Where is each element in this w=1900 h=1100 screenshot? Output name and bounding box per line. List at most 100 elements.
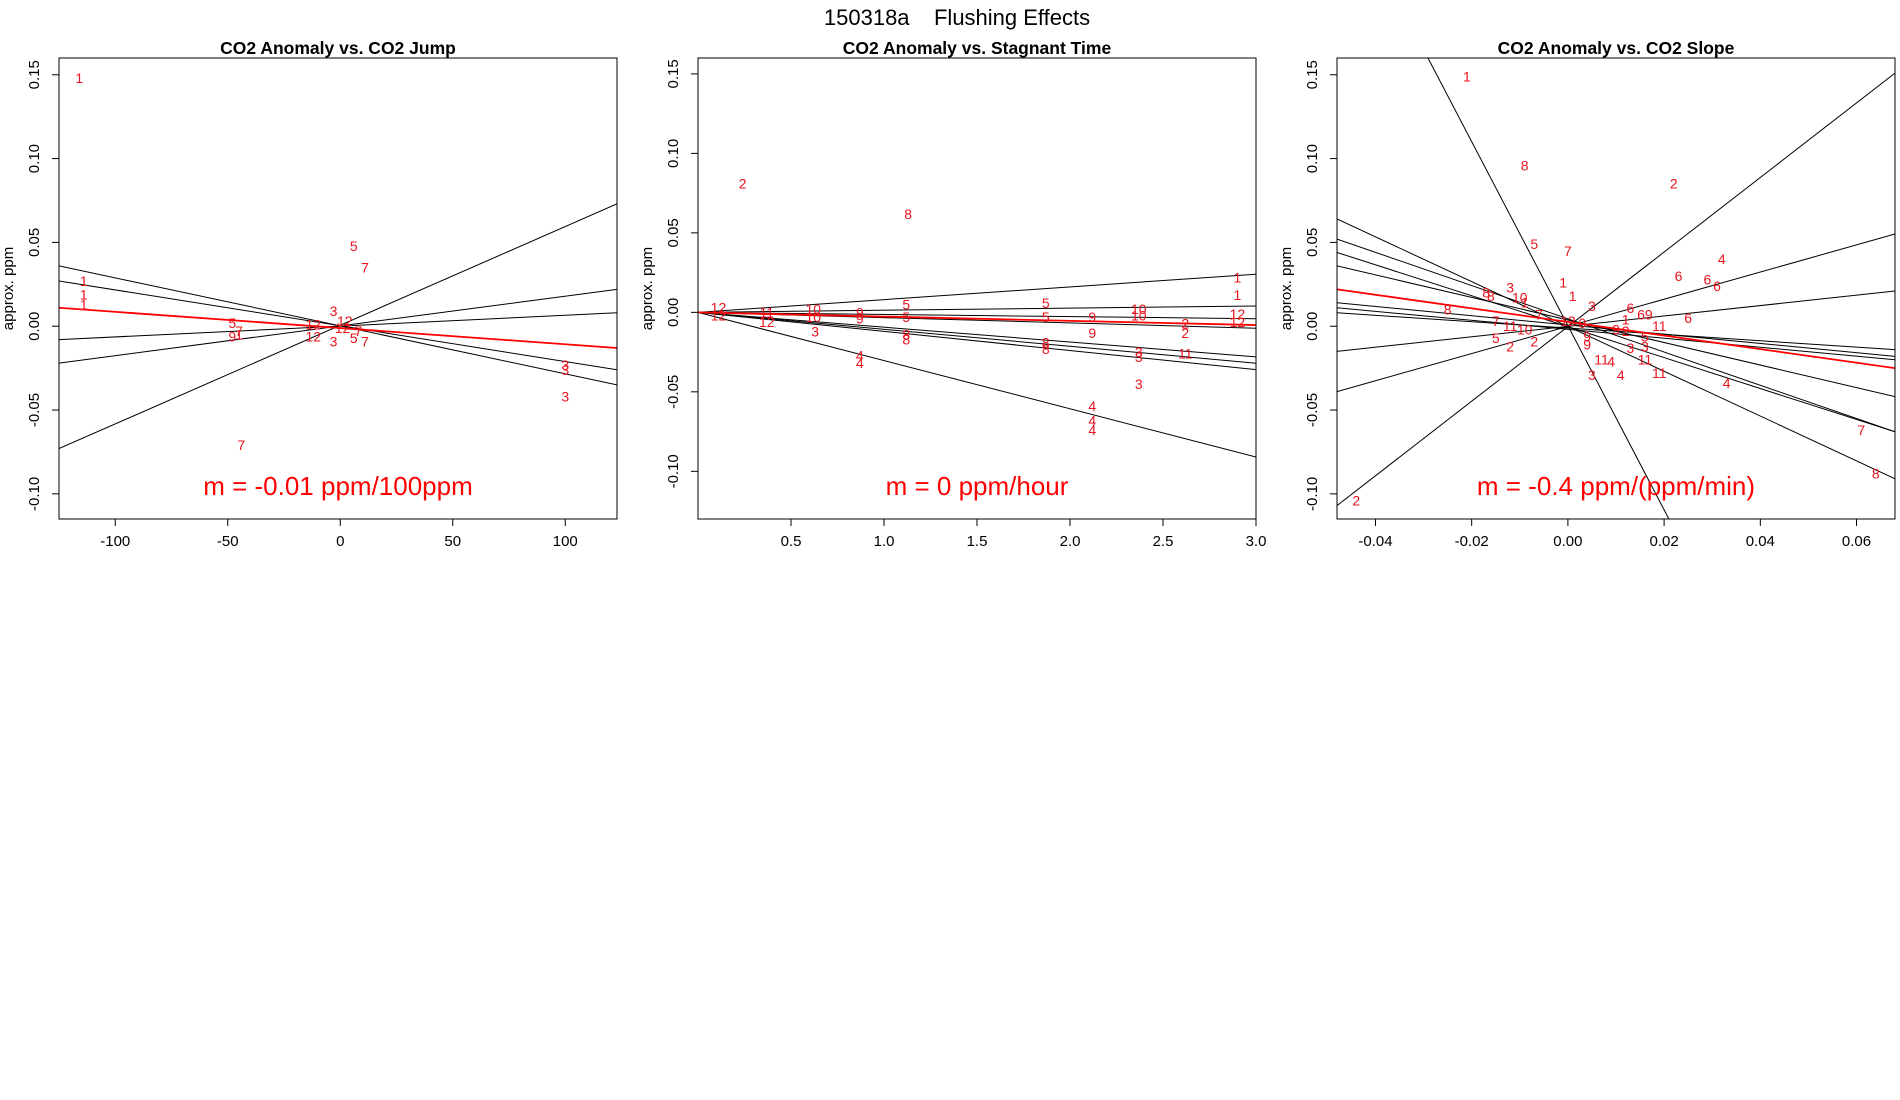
panel-1-data-point: 12	[337, 313, 353, 329]
panel-2-data-point: 8	[902, 331, 910, 347]
panel-1-xtick-label: 0	[336, 533, 344, 550]
panel-3-ytick-label: 0.05	[1304, 228, 1321, 257]
panel-3-ytick-label: 0.10	[1304, 144, 1321, 173]
panel-3-data-point: 1	[1569, 288, 1577, 304]
panel-1-data-point: 3	[561, 357, 569, 373]
panel-3-title: CO2 Anomaly vs. CO2 Slope	[1498, 38, 1735, 58]
panel-2-data-point: 3	[1135, 344, 1143, 360]
panel-2-data-point: 2	[1181, 325, 1189, 341]
figure-supertitle: 150318a Flushing Effects	[824, 5, 1090, 30]
panel-1-data-point: 3	[330, 333, 338, 349]
panel-2-data-point: 3	[1135, 349, 1143, 365]
panel-3-data-point: 7	[1492, 313, 1500, 329]
panel-3-xtick-label: 0.04	[1746, 533, 1775, 550]
panel-2-ytick-label: -0.05	[665, 375, 682, 409]
panel-2-slope-label: m = 0 ppm/hour	[886, 471, 1069, 501]
panel-3-data-point: 7	[1564, 243, 1572, 259]
panel-3-data-point: 8	[1487, 288, 1495, 304]
panel-1-data-point: 7	[237, 437, 245, 453]
panel-3-data-point: 10	[1512, 290, 1528, 306]
panel-1-data-point: 5	[350, 330, 358, 346]
panel-2-data-point: 8	[904, 206, 912, 222]
panel-1-ytick-label: 0.10	[26, 144, 43, 173]
panel-2-data-point: 4	[1088, 422, 1096, 438]
panel-2-data-point: 5	[902, 309, 910, 325]
panel-2-data-point: 1	[1234, 269, 1242, 285]
panel-3-data-point: 3	[1588, 298, 1596, 314]
panel-1-xtick-label: 100	[553, 533, 578, 550]
panel-3-data-point: 9	[1583, 328, 1591, 344]
panel-2-xtick-label: 3.0	[1246, 533, 1267, 550]
panel-2-fit-line	[698, 311, 1256, 364]
panel-1-ytick-label: 0.15	[26, 60, 43, 89]
panel-3-ytick-label: 0.15	[1304, 60, 1321, 89]
panel-2-data-point: 2	[1181, 315, 1189, 331]
panel-2-xtick-label: 1.0	[874, 533, 895, 550]
panel-2-data-point: 9	[1088, 325, 1096, 341]
panel-3: CO2 Anomaly vs. CO2 Slope approx. ppm -0.0…	[1278, 38, 1896, 550]
panel-3-data-point: 8	[1872, 466, 1880, 482]
panel-3-data-point: 11	[1503, 318, 1518, 334]
panel-3-data-point: 4	[1718, 251, 1726, 267]
panel-3-data-point: 3	[1506, 280, 1514, 296]
panel-3-data-point: 10	[1517, 322, 1533, 338]
panel-1-xtick-label: -100	[100, 533, 130, 550]
panel-3-data-point: 1	[1521, 295, 1529, 311]
panel-1-slope-label: m = -0.01 ppm/100ppm	[203, 471, 473, 501]
panel-3-data-point: 8	[1444, 301, 1452, 317]
panel-1-title: CO2 Anomaly vs. CO2 Jump	[220, 38, 456, 58]
panel-1-data-point: 5	[228, 315, 236, 331]
panel-1-data-point: 7	[361, 333, 369, 349]
panel-2-data-point: 5	[1042, 309, 1050, 325]
panel-2-fit-line	[698, 311, 1256, 371]
panel-2-ytick-label: 0.10	[665, 139, 682, 168]
panel-2-ytick-label: -0.10	[665, 454, 682, 488]
panel-3-data-point: 4	[1607, 353, 1615, 369]
panel-3-data-point: 5	[1530, 236, 1538, 252]
panel-2-data-point: 12	[1230, 314, 1246, 330]
panel-1-frame	[58, 57, 618, 520]
panel-2-xtick-label: 1.5	[967, 533, 988, 550]
panel-2-data-point: 10	[806, 301, 822, 317]
panel-2-data-point: 8	[1042, 335, 1050, 351]
panel-3-data-point: 2	[1352, 493, 1360, 509]
panel-3-xtick-label: 0.00	[1553, 533, 1582, 550]
panel-2-data-point: 10	[1131, 301, 1147, 317]
panel-1-data-point: 3	[561, 362, 569, 378]
panel-3-frame	[1336, 57, 1896, 520]
panel-3-data-point: 11	[1652, 365, 1667, 381]
panel-2-data-point: 10	[806, 309, 822, 325]
panel-1: CO2 Anomaly vs. CO2 Jump approx. ppm -100 -…	[0, 38, 618, 550]
panel-2-ytick-label: 0.05	[665, 218, 682, 247]
panel-2-data-point: 10	[1131, 308, 1147, 324]
panel-2-xtick-label: 2.0	[1060, 533, 1081, 550]
panel-2-ylabel: approx. ppm	[639, 247, 656, 330]
panel-3-data-point: 0	[1578, 315, 1586, 331]
panel-1-data-point: 12	[305, 328, 321, 344]
panel-2-data-point: 12	[759, 314, 775, 330]
panel-2-data-point: 11	[1178, 346, 1193, 362]
panel-3-fit-line	[1337, 72, 1895, 506]
panel-3-data-point: 69	[1637, 306, 1653, 322]
panel-3-data-point: 3	[1627, 340, 1635, 356]
panel-3-ytick-label: -0.10	[1304, 477, 1321, 511]
panel-3-data-point: 1	[1622, 312, 1630, 328]
panel-1-data-point: 1	[235, 327, 243, 343]
panel-1-data-point: 9	[228, 328, 236, 344]
panel-2-fit-line	[698, 311, 1256, 320]
panel-3-fit-line	[1337, 233, 1895, 393]
panel-3-data-point: 6	[1627, 300, 1635, 316]
panel-3-data-point: 1	[1463, 68, 1471, 84]
panel-3-xtick-label: 0.02	[1650, 533, 1679, 550]
panel-3-fit-line	[1337, 312, 1895, 351]
panel-1-ytick-label: 0.00	[26, 312, 43, 341]
panel-3-data-point: 4	[1617, 367, 1625, 383]
panel-2-data-point: 9	[856, 304, 864, 320]
panel-2-data-point: 11	[760, 304, 775, 320]
panel-2-data-point: 1	[1234, 287, 1242, 303]
panel-3-data-point: 6	[1684, 310, 1692, 326]
panel-1-data-point: 3	[330, 303, 338, 319]
panel-3-data-point: 7	[1857, 422, 1865, 438]
